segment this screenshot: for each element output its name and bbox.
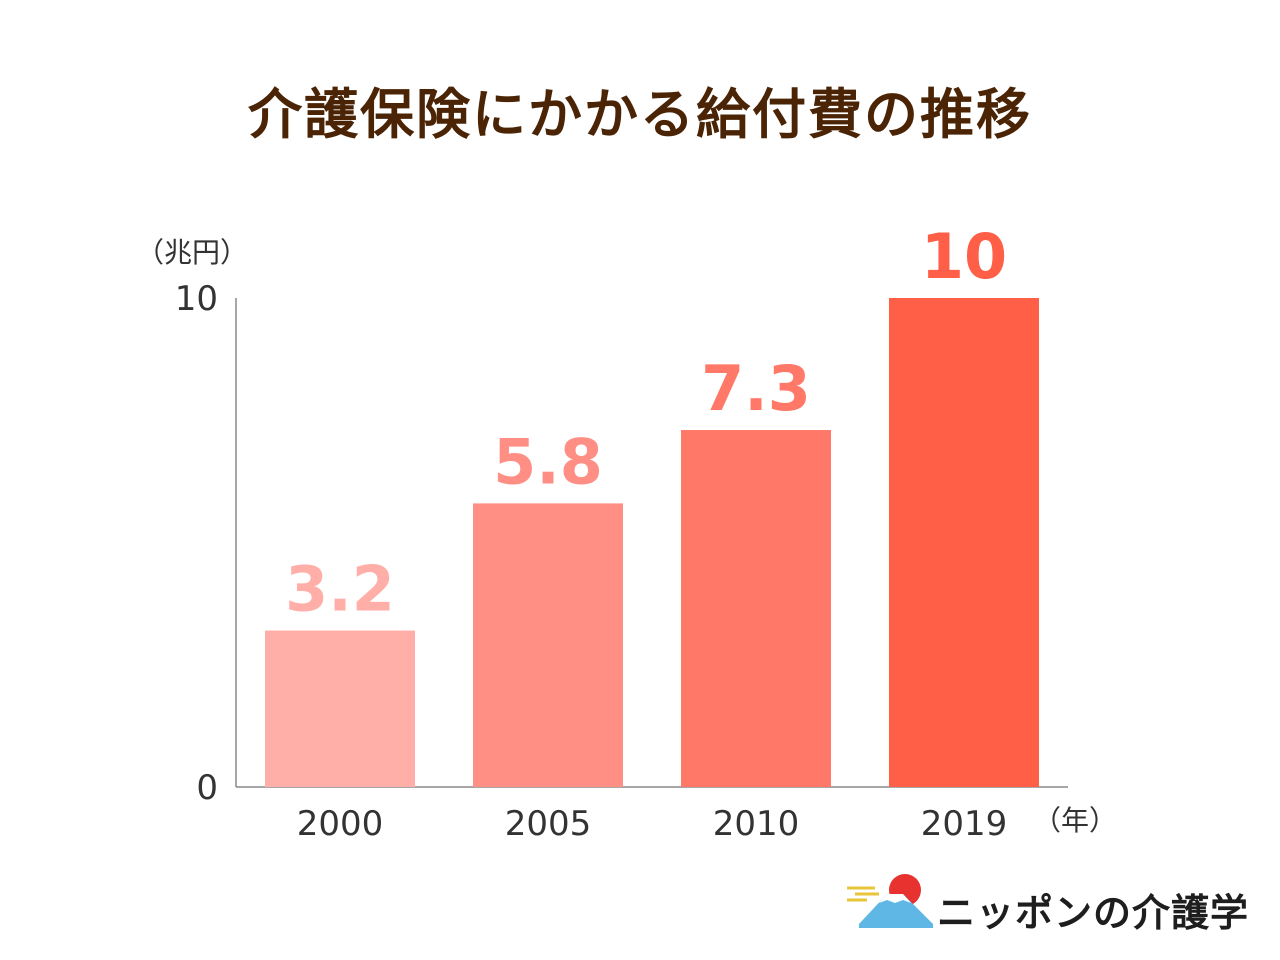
data-label-2010: 7.3 xyxy=(701,352,811,425)
brand-logo-text: ニッポンの介護学 xyxy=(937,891,1250,935)
chart-title: 介護保険にかかる給付費の推移 xyxy=(248,83,1032,146)
data-label-2005: 5.8 xyxy=(493,425,603,498)
bar-2000 xyxy=(265,630,415,787)
brand-logo: ニッポンの介護学 xyxy=(845,872,1265,942)
x-tick-label-2010: 2010 xyxy=(713,804,800,844)
data-label-2019: 10 xyxy=(921,220,1007,293)
data-label-2000: 3.2 xyxy=(285,553,395,626)
bar-2005 xyxy=(473,503,623,787)
bar-2019 xyxy=(889,298,1039,787)
y-tick-label: 10 xyxy=(175,279,218,319)
x-tick-label-2005: 2005 xyxy=(505,804,592,844)
mount-fuji-sun-icon xyxy=(847,874,933,928)
x-tick-label-2019: 2019 xyxy=(921,804,1008,844)
y-tick-label: 0 xyxy=(196,768,218,808)
y-axis-label: （兆円） xyxy=(136,236,248,269)
x-axis-label: （年） xyxy=(1033,804,1117,837)
x-tick-label-2000: 2000 xyxy=(297,804,384,844)
bar-2010 xyxy=(681,430,831,787)
